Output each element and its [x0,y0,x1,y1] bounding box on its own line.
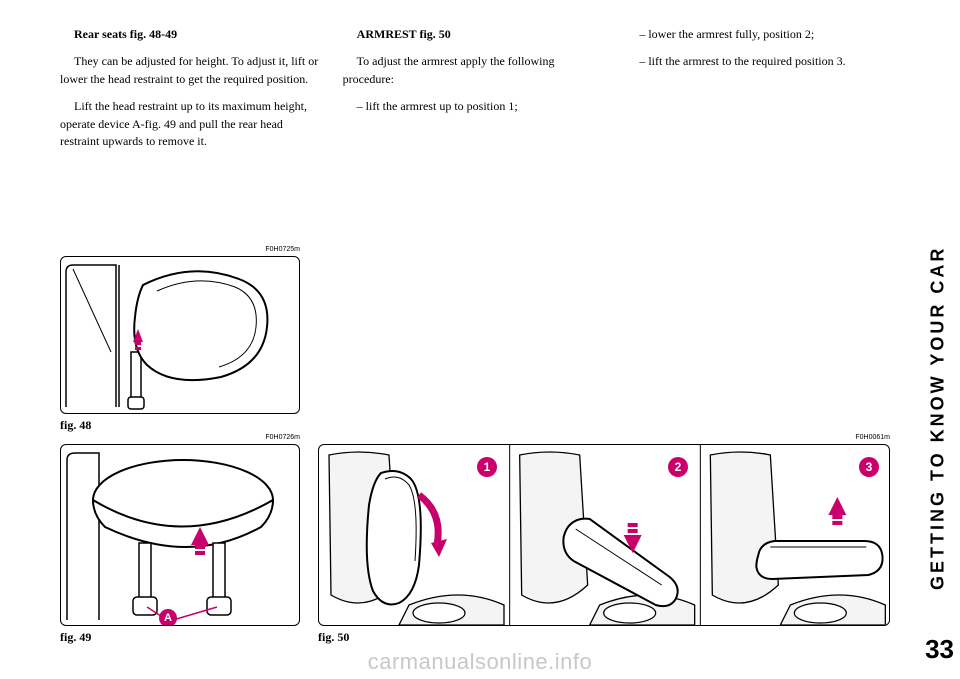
col1-p1: They can be adjusted for height. To adju… [60,53,325,88]
col2-p2: – lift the armrest up to position 1; [343,98,608,115]
fig49-code: F0H0726m [60,434,300,441]
col3-p1: – lower the armrest fully, position 2; [625,26,890,43]
col3-p2: – lift the armrest to the required posit… [625,53,890,70]
col2-heading: ARMREST fig. 50 [343,26,608,43]
fig50-illustration [319,445,890,626]
fig48-code: F0H0725m [60,246,300,253]
fig49-label: fig. 49 [60,630,91,645]
watermark: carmanualsonline.info [368,649,593,675]
body-text: Rear seats fig. 48-49 They can be adjust… [60,26,890,160]
badge-1: 1 [477,457,497,477]
fig50-panel2 [520,452,695,625]
fig50-label: fig. 50 [318,630,349,645]
figure-49: A [60,444,300,626]
col1-heading: Rear seats fig. 48-49 [60,26,325,43]
column-2: ARMREST fig. 50 To adjust the armrest ap… [343,26,608,160]
column-1: Rear seats fig. 48-49 They can be adjust… [60,26,325,160]
fig50-panel3 [710,452,885,625]
col2-p1: To adjust the armrest apply the followin… [343,53,608,88]
page-number: 33 [925,634,954,665]
figure-48 [60,256,300,414]
col1-p2: Lift the head restraint up to its maximu… [60,98,325,150]
fig48-label: fig. 48 [60,418,91,433]
figure-50: 1 2 3 [318,444,890,626]
badge-3: 3 [859,457,879,477]
fig49-illustration [61,445,300,626]
fig50-panel1 [329,452,504,625]
badge-a: A [159,609,177,626]
column-3: – lower the armrest fully, position 2; –… [625,26,890,160]
side-tab: GETTING TO KNOW YOUR CAR [924,20,952,600]
fig48-illustration [61,257,300,414]
page: GETTING TO KNOW YOUR CAR 33 Rear seats f… [0,0,960,679]
badge-2: 2 [668,457,688,477]
fig50-code: F0H0061m [318,434,890,441]
